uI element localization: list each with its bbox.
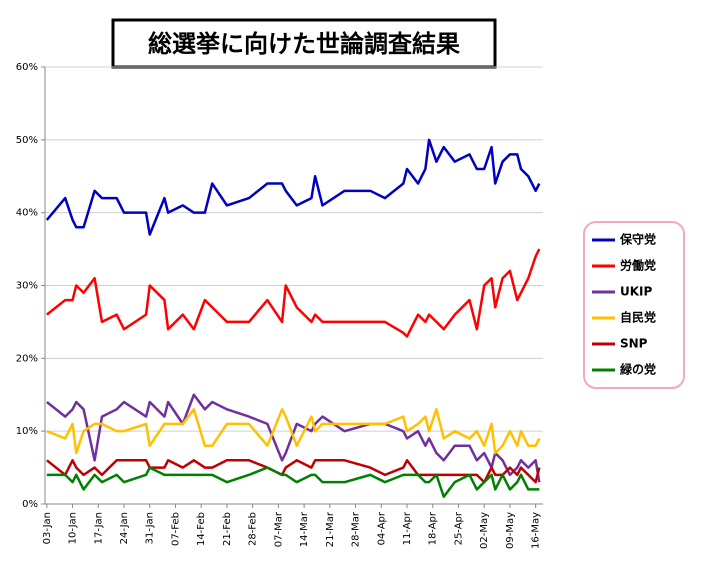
x-tick-label: 04-Apr bbox=[376, 511, 387, 545]
x-tick-label: 21-Feb bbox=[222, 512, 233, 546]
y-tick-label: 40% bbox=[16, 208, 38, 219]
x-tick-label: 14-Mar bbox=[299, 511, 310, 547]
x-tick-label: 03-Jan bbox=[42, 512, 53, 544]
series-line bbox=[46, 466, 540, 498]
title-frame bbox=[111, 18, 497, 69]
y-tick-label: 60% bbox=[16, 62, 38, 73]
legend-label: 緑の党 bbox=[620, 362, 656, 377]
chart-title: 総選挙に向けた世論調査結果 bbox=[148, 30, 460, 58]
x-tick-label: 10-Jan bbox=[68, 512, 79, 544]
y-tick-label: 50% bbox=[16, 135, 38, 146]
x-tick-label: 07-Feb bbox=[170, 512, 181, 546]
y-tick-label: 10% bbox=[16, 426, 38, 437]
x-tick-label: 18-Apr bbox=[428, 511, 439, 545]
x-tick-label: 21-Mar bbox=[325, 511, 336, 547]
x-tick-label: 07-Mar bbox=[273, 511, 284, 547]
y-tick-label: 0% bbox=[22, 499, 38, 510]
x-tick-label: 25-Apr bbox=[453, 511, 464, 545]
legend-label: 保守党 bbox=[619, 232, 656, 247]
legend-label: 労働党 bbox=[620, 258, 656, 273]
x-tick-label: 14-Feb bbox=[196, 512, 207, 546]
series-line bbox=[46, 248, 541, 338]
legend-label: SNP bbox=[620, 337, 648, 351]
x-tick-label: 28-Mar bbox=[351, 511, 362, 547]
x-tick-label: 09-May bbox=[505, 512, 516, 549]
x-tick-label: 24-Jan bbox=[119, 512, 130, 544]
x-tick-label: 17-Jan bbox=[93, 512, 104, 544]
legend-label: 自民党 bbox=[620, 310, 656, 325]
x-tick-label: 28-Feb bbox=[248, 512, 259, 546]
x-tick-label: 02-May bbox=[479, 512, 490, 549]
x-tick-label: 11-Apr bbox=[402, 511, 413, 545]
series-line bbox=[46, 459, 541, 484]
x-tick-label: 16-May bbox=[531, 512, 542, 549]
series-line bbox=[45, 138, 541, 236]
y-tick-label: 20% bbox=[16, 353, 38, 364]
legend-frame bbox=[583, 221, 685, 389]
series-line bbox=[46, 408, 541, 455]
legend-label: UKIP bbox=[620, 285, 653, 299]
y-tick-label: 30% bbox=[16, 281, 38, 292]
x-tick-label: 31-Jan bbox=[145, 512, 156, 544]
